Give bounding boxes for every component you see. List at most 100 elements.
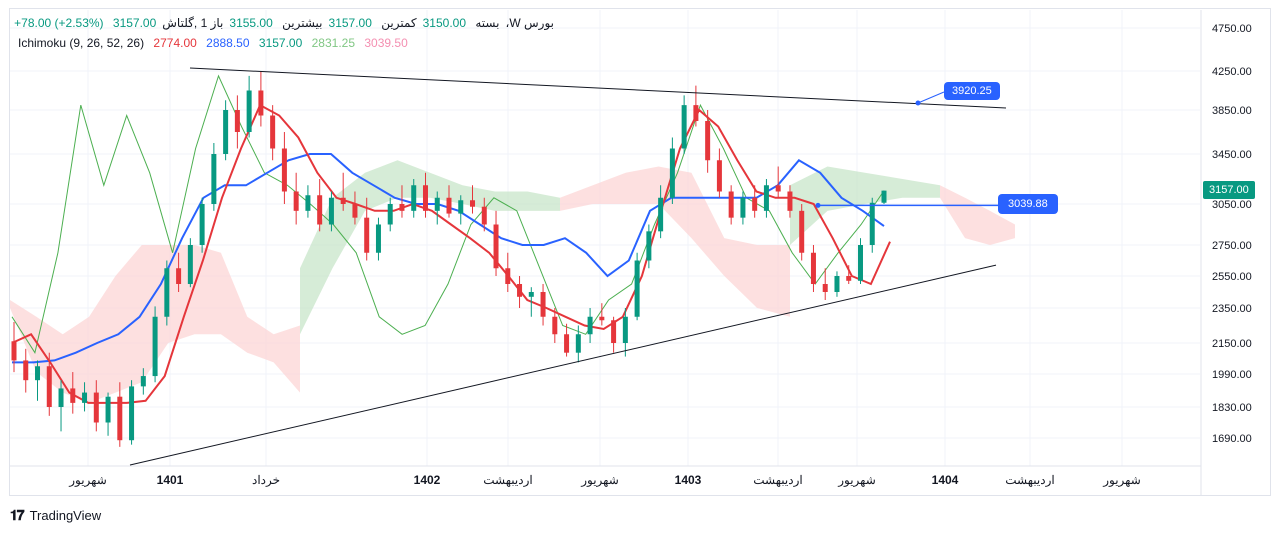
y-tick-label: 1830.00 xyxy=(1212,402,1252,414)
candle-up xyxy=(223,110,229,154)
candle-down xyxy=(716,160,722,192)
indicator-value-kijun: 2888.50 xyxy=(206,36,250,50)
candle-down xyxy=(481,206,487,225)
x-tick-label: 1404 xyxy=(932,473,959,487)
y-tick-label: 2350.00 xyxy=(1212,303,1252,315)
upper-trendline-price-label[interactable]: 3920.25 xyxy=(944,82,1000,100)
candle-down xyxy=(810,252,816,284)
y-tick-label: 2150.00 xyxy=(1212,338,1252,350)
candle-down xyxy=(470,200,476,207)
chart-frame[interactable] xyxy=(9,8,1271,496)
x-tick-label: خرداد xyxy=(252,473,280,487)
candle-down xyxy=(599,316,605,321)
candle-down xyxy=(775,185,781,192)
candle-down xyxy=(352,204,358,218)
candle-up xyxy=(669,148,675,198)
candle-up xyxy=(58,388,64,407)
candle-down xyxy=(281,148,287,192)
y-tick-label: 3450.00 xyxy=(1212,149,1252,161)
candle-down xyxy=(728,191,734,218)
x-tick-label: شهریور xyxy=(1102,473,1141,487)
candle-up xyxy=(129,386,135,441)
symbol-name[interactable]: 1 ,گلتاش،W بورس xyxy=(162,16,554,30)
candle-down xyxy=(611,320,617,343)
x-tick-label: شهریور xyxy=(68,473,107,487)
candle-up xyxy=(575,334,581,353)
indicator-value-tenkan: 2774.00 xyxy=(153,36,197,50)
candle-up xyxy=(763,185,769,211)
candle-up xyxy=(857,245,863,281)
candle-down xyxy=(540,292,546,317)
candle-up xyxy=(164,268,170,317)
indicator-value-span-b: 3039.50 xyxy=(364,36,408,50)
candles-layer xyxy=(11,71,887,447)
horizontal-line-price-label[interactable]: 3039.88 xyxy=(998,194,1058,214)
x-tick-label: اردیبهشت xyxy=(1005,473,1054,487)
upper-trendline xyxy=(189,67,1007,109)
candle-down xyxy=(564,334,570,353)
candle-up xyxy=(387,204,393,225)
candle-down xyxy=(422,185,428,211)
brand-name: TradingView xyxy=(29,508,102,523)
x-tick-label: اردیبهشت xyxy=(753,473,802,487)
candle-up xyxy=(740,197,746,218)
low-value: 3150.00 xyxy=(422,16,467,30)
candle-up xyxy=(82,392,88,403)
candle-down xyxy=(234,110,240,132)
trendlines-layer xyxy=(129,67,1007,466)
candle-down xyxy=(317,195,323,225)
y-tick-label: 1690.00 xyxy=(1212,433,1252,445)
chikou-span-line xyxy=(11,74,885,354)
candle-down xyxy=(93,392,99,423)
high-label: بیشترین xyxy=(282,16,323,30)
tradingview-logo-icon: 𝟏𝟕 xyxy=(10,507,25,523)
candle-up xyxy=(528,292,534,297)
candle-down xyxy=(70,388,76,403)
candle-down xyxy=(787,191,793,211)
indicator-name[interactable]: Ichimoku (9, 26, 52, 26) xyxy=(18,36,145,50)
open-value: 3155.00 xyxy=(229,16,273,30)
candle-up xyxy=(646,231,652,261)
indicator-value-chikou: 3157.00 xyxy=(258,36,303,50)
candle-up xyxy=(211,154,217,204)
y-tick-label: 4750.00 xyxy=(1212,23,1252,35)
candle-up xyxy=(634,260,640,317)
candle-down xyxy=(505,268,511,284)
tenkan-sen-line xyxy=(11,103,891,404)
cloud-bearish xyxy=(560,166,790,317)
candle-down xyxy=(399,204,405,211)
candle-up xyxy=(658,197,664,232)
candle-down xyxy=(846,276,852,281)
candle-down xyxy=(23,360,29,381)
cloud-bearish xyxy=(940,185,1015,245)
close-label: بسته xyxy=(475,16,500,30)
candle-up xyxy=(35,366,41,381)
x-tick-label: 1403 xyxy=(675,473,702,487)
footer: 𝟏𝟕 TradingView xyxy=(10,507,101,524)
candle-up xyxy=(187,245,193,284)
indicator-legend[interactable]: Ichimoku (9, 26, 52, 26) 2774.00 2888.50… xyxy=(18,36,414,50)
cloud-bullish xyxy=(790,166,940,245)
open-label: باز xyxy=(210,16,224,30)
candle-down xyxy=(364,217,370,253)
y-tick-label: 3850.00 xyxy=(1212,105,1252,117)
high-value: 3157.00 xyxy=(328,16,372,30)
x-tick-label: شهریور xyxy=(837,473,876,487)
candle-up xyxy=(681,105,687,149)
candle-up xyxy=(587,316,593,335)
candle-down xyxy=(693,105,699,121)
low-label: کمترین xyxy=(381,16,417,30)
change-value: +78.00 (+2.53%) xyxy=(14,16,104,30)
candle-up xyxy=(622,316,628,343)
candle-up xyxy=(375,224,381,253)
candle-up xyxy=(411,185,417,211)
candle-down xyxy=(176,268,182,284)
y-tick-label: 3050.00 xyxy=(1212,199,1252,211)
candle-up xyxy=(305,195,311,211)
candle-down xyxy=(11,341,17,361)
close-value: 3157.00 xyxy=(112,16,157,30)
candle-up xyxy=(869,202,875,245)
y-tick-label: 1990.00 xyxy=(1212,369,1252,381)
candle-down xyxy=(258,90,264,116)
